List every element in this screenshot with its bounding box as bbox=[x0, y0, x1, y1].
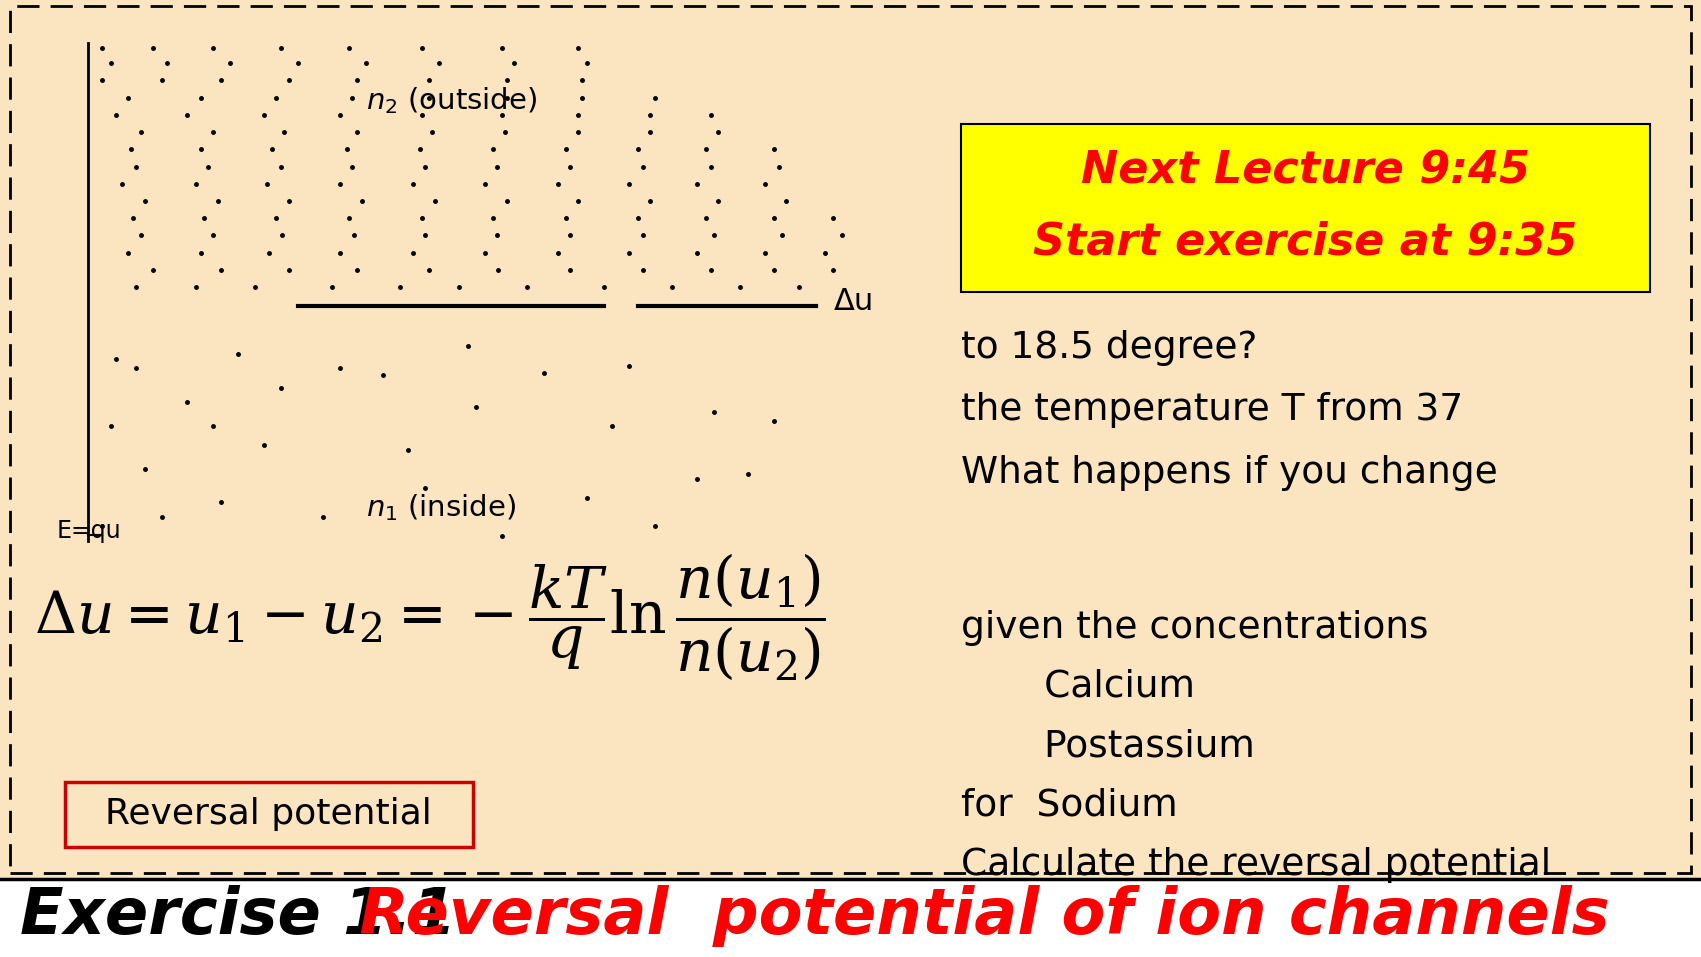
Text: Δu: Δu bbox=[833, 287, 874, 316]
Bar bbox=[0, 879, 1701, 957]
Text: Reversal  potential of ion channels: Reversal potential of ion channels bbox=[315, 885, 1609, 947]
Text: $n_2$ (outside): $n_2$ (outside) bbox=[366, 85, 538, 116]
Text: to 18.5 degree?: to 18.5 degree? bbox=[961, 330, 1257, 367]
Text: What happens if you change: What happens if you change bbox=[961, 455, 1499, 491]
Text: Exercise 1.1: Exercise 1.1 bbox=[20, 885, 458, 947]
Text: Next Lecture 9:45: Next Lecture 9:45 bbox=[1082, 150, 1529, 192]
Text: $\Delta u = u_1 - u_2 = -\dfrac{kT}{q}\ln\dfrac{n(u_1)}{n(u_2)}$: $\Delta u = u_1 - u_2 = -\dfrac{kT}{q}\l… bbox=[34, 552, 825, 682]
Text: given the concentrations: given the concentrations bbox=[961, 610, 1429, 646]
Text: for  Sodium: for Sodium bbox=[961, 788, 1177, 824]
Text: Reversal potential: Reversal potential bbox=[105, 797, 432, 832]
Text: the temperature T from 37: the temperature T from 37 bbox=[961, 392, 1463, 429]
Text: $n_1$ (inside): $n_1$ (inside) bbox=[366, 492, 515, 523]
Bar bbox=[65, 782, 473, 847]
Text: Postassium: Postassium bbox=[961, 728, 1255, 765]
Text: Calculate the reversal potential: Calculate the reversal potential bbox=[961, 847, 1551, 883]
Text: E=qu: E=qu bbox=[56, 519, 121, 544]
Text: Start exercise at 9:35: Start exercise at 9:35 bbox=[1034, 220, 1577, 263]
Bar bbox=[961, 124, 1650, 292]
Text: Calcium: Calcium bbox=[961, 669, 1194, 705]
